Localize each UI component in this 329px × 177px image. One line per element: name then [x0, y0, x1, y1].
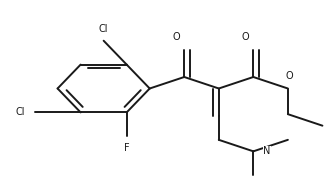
Text: N: N — [263, 146, 270, 156]
Text: Cl: Cl — [15, 107, 25, 117]
Text: F: F — [124, 143, 130, 153]
Text: O: O — [286, 72, 293, 81]
Text: Cl: Cl — [99, 24, 108, 34]
Text: O: O — [172, 33, 180, 42]
Text: O: O — [241, 33, 249, 42]
